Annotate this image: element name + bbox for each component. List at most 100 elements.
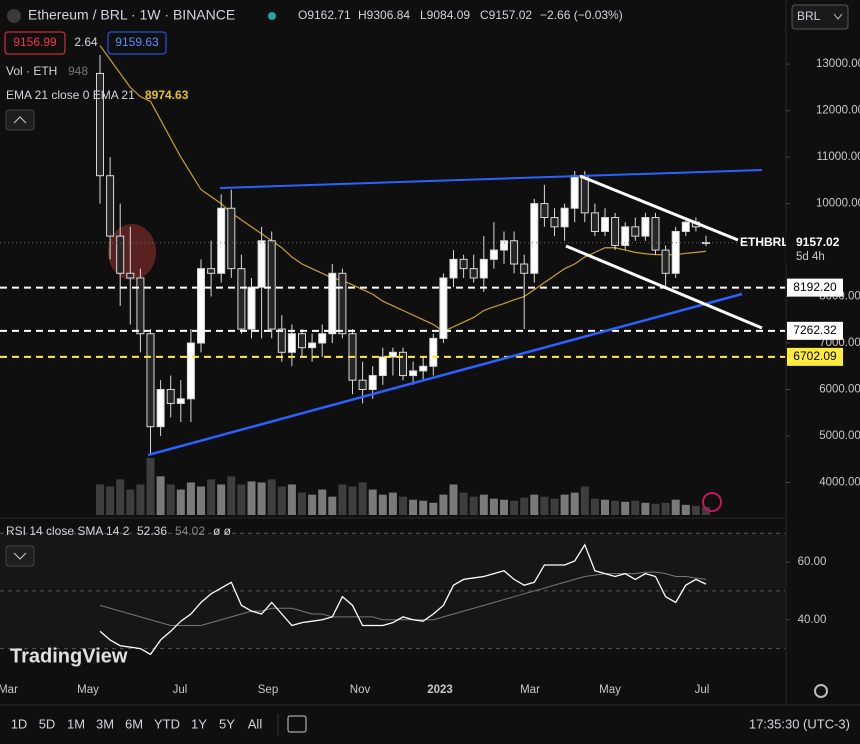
volume-bar — [510, 500, 519, 515]
main-pane — [0, 45, 785, 515]
volume-bar — [378, 494, 387, 515]
trend-line — [147, 292, 743, 457]
alert-icon[interactable] — [702, 492, 722, 512]
symbol: Ethereum / BRL · 1W · BINANCE — [28, 7, 235, 23]
bid-box[interactable] — [4, 31, 66, 55]
candle-body — [358, 379, 367, 391]
range-button[interactable]: 1M — [67, 716, 85, 731]
trend-line — [219, 169, 763, 189]
price-tag-label: 7262.32 — [793, 323, 837, 337]
volume-bar — [651, 503, 660, 515]
date-range-icon[interactable] — [287, 715, 307, 733]
volume-bar — [702, 506, 710, 515]
collapse-button[interactable] — [5, 109, 35, 131]
x-tick-label: Mar — [520, 684, 540, 696]
volume-bar — [691, 505, 700, 515]
ohlc-close: C9157.02 — [480, 8, 532, 22]
volume-bar — [277, 486, 286, 515]
bid[interactable]: 9156.99 — [13, 35, 57, 49]
settings-icon[interactable] — [814, 684, 828, 698]
rsi-extra: ø ø — [213, 524, 232, 538]
candle-body — [590, 212, 599, 232]
candle-body — [530, 203, 539, 274]
rsi-pane — [0, 532, 785, 656]
volume-bar — [156, 476, 165, 515]
rsi-value: 52.36 — [137, 524, 167, 538]
candle-body — [267, 240, 276, 330]
currency[interactable]: BRL — [797, 9, 821, 23]
rsi-sma-value: 54.02 — [175, 524, 205, 538]
rsi-label: RSI 14 close SMA 14 2 — [6, 524, 130, 538]
candle-body — [580, 175, 589, 214]
candle-body — [237, 268, 246, 330]
candle-body — [96, 72, 104, 177]
candle-body — [207, 268, 216, 274]
candle-body — [611, 217, 620, 246]
volume-bar — [449, 484, 458, 515]
volume-label: Vol · ETH — [6, 64, 57, 78]
volume-bar — [308, 494, 317, 515]
candle-body — [520, 263, 529, 274]
volume-bar — [126, 489, 135, 515]
ema-line — [99, 45, 707, 333]
volume-bar — [641, 502, 650, 515]
price-tag — [787, 278, 843, 297]
range-button[interactable]: 6M — [125, 716, 143, 731]
candle-body — [287, 333, 296, 353]
volume-bar — [217, 484, 226, 515]
collapse-button[interactable] — [5, 545, 35, 567]
channel-line — [579, 174, 739, 242]
volume-bar — [96, 484, 104, 515]
candle-body — [399, 351, 407, 377]
rsi-tick-label: 40.00 — [798, 614, 827, 626]
range-button[interactable]: 5Y — [219, 716, 235, 731]
volume-bar — [146, 458, 155, 515]
chevron-icon — [13, 116, 27, 124]
volume-bar — [186, 482, 195, 515]
x-tick-label: 2023 — [427, 684, 453, 696]
ask-box[interactable] — [107, 31, 167, 55]
range-button[interactable]: YTD — [154, 716, 180, 731]
candle-body — [439, 277, 448, 339]
range-button[interactable]: 3M — [96, 716, 114, 731]
range-button[interactable]: 1Y — [191, 716, 207, 731]
candle-body — [298, 333, 306, 349]
candle-body — [540, 203, 549, 219]
watermark: TradingView — [10, 645, 128, 667]
volume-bar — [207, 479, 216, 515]
ask[interactable]: 9159.63 — [115, 35, 159, 49]
volume-bar — [429, 502, 438, 515]
rsi-line — [99, 543, 707, 656]
spread: 2.64 — [74, 35, 98, 49]
range-button[interactable]: 5D — [39, 716, 56, 731]
x-tick-label: May — [599, 684, 621, 696]
volume-bar — [267, 479, 276, 515]
candle-body — [489, 249, 498, 260]
volume-bar — [439, 494, 448, 515]
volume-bar — [671, 499, 680, 515]
volume-bar — [328, 496, 337, 515]
ohlc-high: H9306.84 — [358, 8, 410, 22]
y-tick-label: 12000.00 — [816, 105, 860, 117]
ohlc-change: −2.66 (−0.03%) — [540, 8, 623, 22]
toolbar: 1D 5D 1M 3M 6M YTD 1Y 5Y All — [11, 716, 263, 731]
volume-bar — [479, 494, 488, 515]
currency-button[interactable] — [791, 4, 849, 30]
volume-bar — [176, 489, 185, 515]
candle-body — [429, 337, 438, 367]
range-button[interactable]: 1D — [11, 716, 28, 731]
ohlc-low: L9084.09 — [420, 8, 470, 22]
volume-bar — [661, 502, 670, 515]
volume-bar — [409, 499, 418, 515]
range-button[interactable]: All — [248, 716, 263, 731]
last-price-bg — [786, 233, 860, 264]
candle-body — [681, 221, 690, 232]
price-tag — [787, 321, 843, 340]
symbol-icon — [7, 9, 21, 23]
volume-bar — [368, 489, 377, 515]
candle-body — [217, 207, 226, 274]
candle-body — [631, 226, 640, 237]
y-tick-label: 13000.00 — [816, 58, 860, 70]
volume-bar — [287, 484, 296, 515]
volume-bar — [227, 476, 236, 515]
